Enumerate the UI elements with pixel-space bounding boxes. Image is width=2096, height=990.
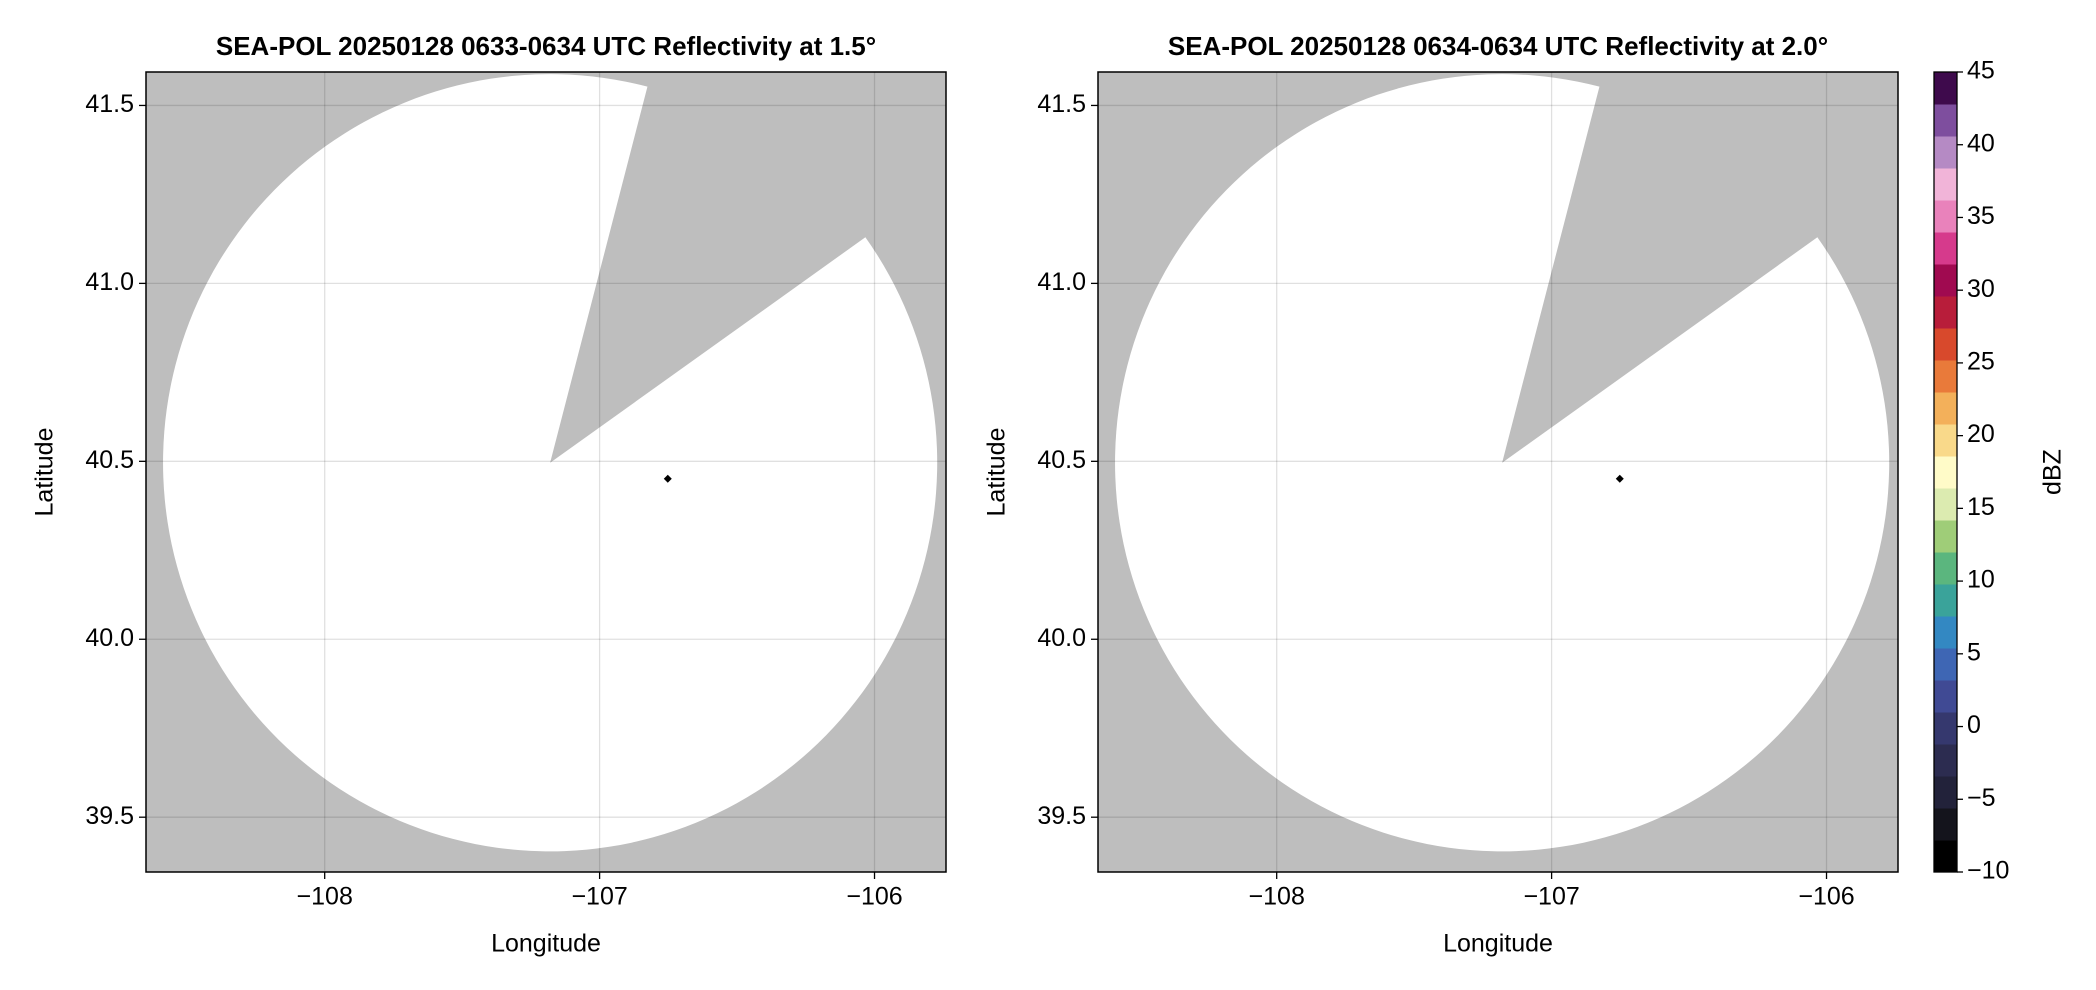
colorbar-swatch (1934, 616, 1957, 649)
y-tick-label: 41.5 (1037, 90, 1086, 118)
colorbar-swatch (1934, 552, 1957, 585)
colorbar-swatch (1934, 488, 1957, 521)
colorbar-tick-label: 35 (1967, 202, 1995, 230)
radar-coverage (1115, 74, 1890, 852)
colorbar-swatch (1934, 168, 1957, 201)
colorbar-swatch (1934, 104, 1957, 137)
colorbar-swatch (1934, 200, 1957, 233)
x-tick-label: −108 (1249, 883, 1305, 911)
x-tick-label: −106 (1798, 883, 1854, 911)
y-axis-label: Latitude (983, 428, 1011, 517)
colorbar-swatch (1934, 424, 1957, 457)
colorbar-tick-label: 5 (1967, 638, 1981, 666)
colorbar-swatch (1934, 456, 1957, 489)
colorbar-label: dBZ (2039, 449, 2067, 495)
x-axis-label: Longitude (1443, 930, 1553, 958)
y-tick-label: 39.5 (1037, 802, 1086, 830)
y-tick-label: 41.5 (85, 90, 134, 118)
colorbar-swatch (1934, 808, 1957, 841)
x-tick-label: −106 (846, 883, 902, 911)
radar-site (663, 474, 672, 483)
radar-site (1615, 474, 1624, 483)
colorbar-tick-label: 10 (1967, 566, 1995, 594)
colorbar-swatch (1934, 136, 1957, 169)
colorbar-swatch (1934, 712, 1957, 745)
y-tick-label: 40.0 (85, 624, 134, 652)
y-tick-label: 39.5 (85, 802, 134, 830)
y-tick-label: 40.5 (1037, 446, 1086, 474)
y-tick-label: 40.0 (1037, 624, 1086, 652)
colorbar-swatch (1934, 520, 1957, 553)
colorbar-tick-label: 45 (1967, 57, 1995, 85)
colorbar-swatch (1934, 328, 1957, 361)
colorbar-tick-label: −10 (1967, 857, 2009, 885)
colorbar-swatch (1934, 680, 1957, 713)
colorbar-swatch (1934, 360, 1957, 393)
colorbar-tick-label: 30 (1967, 275, 1995, 303)
y-tick-label: 40.5 (85, 446, 134, 474)
colorbar-tick-label: 40 (1967, 129, 1995, 157)
x-tick-label: −108 (297, 883, 353, 911)
colorbar-tick-label: 15 (1967, 493, 1995, 521)
colorbar-frame (1933, 71, 1958, 873)
colorbar-tick-label: −5 (1967, 784, 1996, 812)
x-tick-label: −107 (571, 883, 627, 911)
colorbar-swatch (1934, 776, 1957, 809)
colorbar-tick-label: 25 (1967, 348, 1995, 376)
y-tick-label: 41.0 (1037, 268, 1086, 296)
plot-frame (145, 71, 947, 873)
colorbar-tick-label: 20 (1967, 420, 1995, 448)
radar-coverage (163, 74, 938, 852)
colorbar-swatch (1934, 584, 1957, 617)
chart-title: SEA-POL 20250128 0634-0634 UTC Reflectiv… (1168, 31, 1828, 61)
chart-title: SEA-POL 20250128 0633-0634 UTC Reflectiv… (216, 31, 876, 61)
plot-frame (1097, 71, 1899, 873)
x-axis-label: Longitude (491, 930, 601, 958)
colorbar-swatch (1934, 232, 1957, 265)
y-axis-label: Latitude (31, 428, 59, 517)
colorbar-swatch (1934, 296, 1957, 329)
colorbar-swatch (1934, 840, 1957, 873)
colorbar-swatch (1934, 392, 1957, 425)
colorbar-swatch (1934, 264, 1957, 297)
colorbar-swatch (1934, 72, 1957, 105)
colorbar-swatch (1934, 648, 1957, 681)
x-tick-label: −107 (1523, 883, 1579, 911)
y-tick-label: 41.0 (85, 268, 134, 296)
colorbar-tick-label: 0 (1967, 711, 1981, 739)
colorbar-swatch (1934, 744, 1957, 777)
